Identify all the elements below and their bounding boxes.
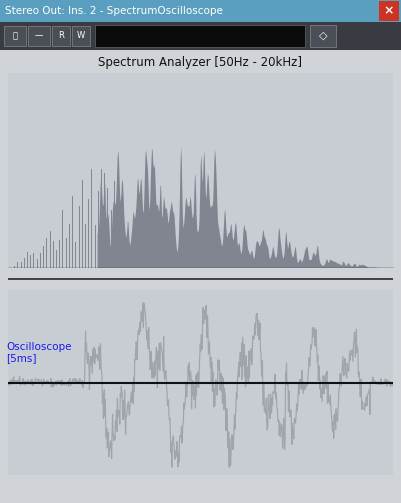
Bar: [4, 26, 26, 46]
Text: Spectrum Analyzer [50Hz - 20kHz]: Spectrum Analyzer [50Hz - 20kHz]: [99, 56, 302, 68]
Text: —: —: [35, 32, 43, 41]
Text: W: W: [77, 32, 85, 41]
Text: Oscilloscope
[5ms]: Oscilloscope [5ms]: [6, 342, 71, 363]
Text: ⏻: ⏻: [12, 32, 18, 41]
Text: ×: ×: [384, 5, 394, 18]
Bar: [310, 25, 336, 47]
Bar: [8, 278, 393, 280]
Text: R: R: [58, 32, 64, 41]
Bar: [95, 25, 305, 47]
Bar: [28, 26, 50, 46]
Text: ◇: ◇: [319, 31, 327, 41]
Bar: [52, 26, 70, 46]
Text: Stereo Out: Ins. 2 - SpectrumOscilloscope: Stereo Out: Ins. 2 - SpectrumOscilloscop…: [5, 6, 223, 16]
Bar: [379, 1, 399, 21]
Bar: [72, 26, 90, 46]
